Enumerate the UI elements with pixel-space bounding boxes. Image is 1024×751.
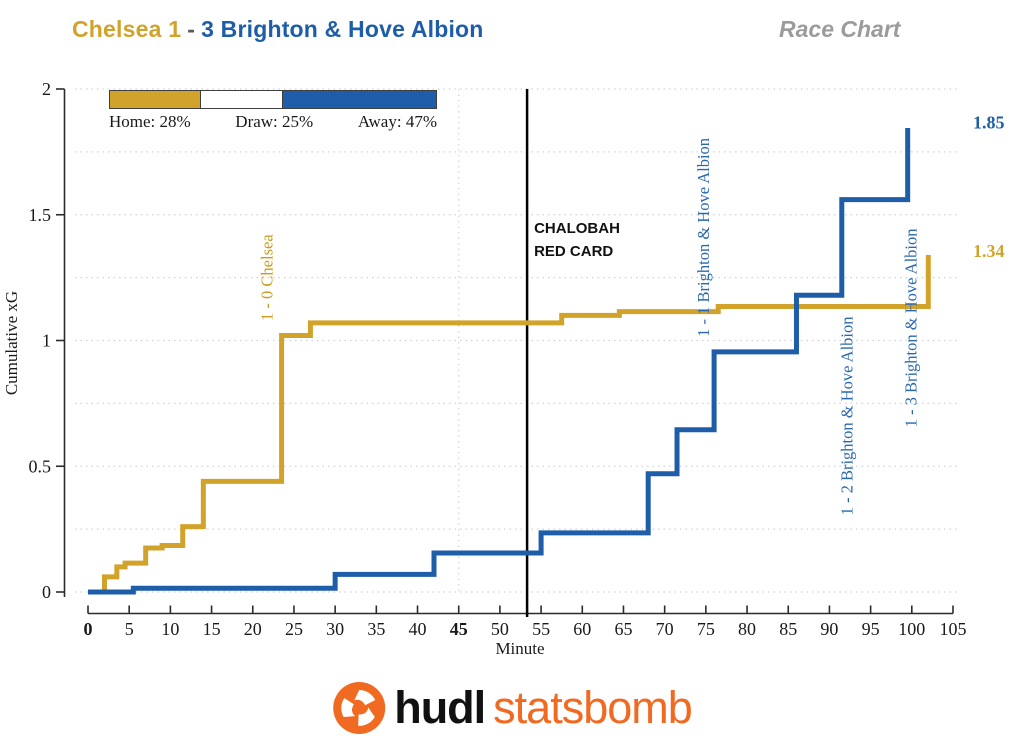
hudl-statsbomb-logo: hudl statsbomb (332, 681, 693, 735)
chart-type-label: Race Chart (779, 16, 901, 42)
win-probability-legend: Home: 28% Draw: 25% Away: 47% (109, 90, 437, 132)
probability-bar (109, 90, 437, 109)
x-tick-label: 105 (940, 619, 967, 639)
x-tick-label: 0 (84, 619, 93, 639)
x-tick-label: 30 (326, 619, 344, 639)
x-tick-label: 20 (244, 619, 262, 639)
x-tick-label: 85 (779, 619, 797, 639)
y-tick-label: 0 (42, 582, 51, 602)
x-tick-label: 40 (409, 619, 427, 639)
x-tick-label: 25 (285, 619, 303, 639)
probability-labels: Home: 28% Draw: 25% Away: 47% (109, 112, 437, 132)
y-tick-label: 0.5 (29, 456, 52, 476)
final-xg-label: 1.34 (973, 241, 1005, 261)
page-title: Chelsea 1-3 Brighton & Hove Albion (72, 16, 484, 43)
title-away-score: 3 Brighton & Hove Albion (201, 16, 484, 42)
probability-segment (109, 90, 201, 109)
x-tick-label: 10 (161, 619, 179, 639)
x-tick-label: 65 (614, 619, 632, 639)
goal-annotation: 1 - 0 Chelsea (258, 234, 277, 321)
final-xg-label: 1.85 (973, 113, 1005, 133)
logo-text-statsbomb: statsbomb (493, 682, 693, 733)
y-axis-title: Cumulative xG (2, 291, 21, 395)
goal-annotation: 1 - 1 Brighton & Hove Albion (694, 138, 713, 337)
x-axis-title: Minute (495, 639, 544, 658)
probability-segment (282, 90, 437, 109)
x-tick-label: 5 (125, 619, 134, 639)
x-tick-label: 100 (898, 619, 925, 639)
goal-annotation: 1 - 2 Brighton & Hove Albion (837, 316, 856, 515)
x-tick-label: 60 (573, 619, 591, 639)
x-tick-label: 55 (532, 619, 550, 639)
red-card-label: CHALOBAH (534, 220, 620, 237)
hudl-logo-icon (333, 682, 386, 734)
x-tick-label: 75 (697, 619, 715, 639)
x-tick-label: 95 (862, 619, 880, 639)
x-tick-label: 35 (367, 619, 385, 639)
red-card-label: RED CARD (534, 243, 613, 260)
xg-line-brighton-hove-albion (88, 127, 911, 595)
goal-annotation: 1 - 3 Brighton & Hove Albion (902, 228, 921, 427)
y-tick-label: 2 (42, 79, 51, 99)
probability-segment (200, 90, 283, 109)
probability-label: Away: 47% (357, 112, 437, 131)
y-tick-label: 1 (42, 331, 51, 351)
probability-label: Draw: 25% (235, 112, 314, 131)
x-tick-label: 80 (738, 619, 756, 639)
xg-line-chelsea (88, 254, 931, 595)
y-tick-label: 1.5 (29, 205, 52, 225)
logo-text-hudl: hudl (394, 682, 486, 733)
title-home-score: Chelsea 1 (72, 16, 182, 42)
x-tick-label: 70 (656, 619, 674, 639)
x-tick-label: 45 (450, 619, 468, 639)
x-tick-label: 90 (820, 619, 838, 639)
title-separator: - (187, 16, 196, 42)
x-tick-label: 15 (203, 619, 221, 639)
x-tick-label: 50 (491, 619, 509, 639)
probability-label: Home: 28% (109, 112, 191, 131)
